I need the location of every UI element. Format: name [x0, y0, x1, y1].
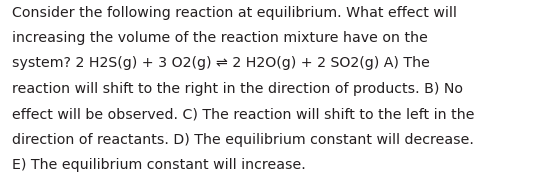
- Text: increasing the volume of the reaction mixture have on the: increasing the volume of the reaction mi…: [12, 31, 428, 45]
- Text: effect will be observed. C) The reaction will shift to the left in the: effect will be observed. C) The reaction…: [12, 107, 475, 121]
- Text: direction of reactants. D) The equilibrium constant will decrease.: direction of reactants. D) The equilibri…: [12, 133, 474, 146]
- Text: Consider the following reaction at equilibrium. What effect will: Consider the following reaction at equil…: [12, 6, 457, 20]
- Text: system? 2 H2S(g) + 3 O2(g) ⇌ 2 H2O(g) + 2 SO2(g) A) The: system? 2 H2S(g) + 3 O2(g) ⇌ 2 H2O(g) + …: [12, 56, 430, 70]
- Text: E) The equilibrium constant will increase.: E) The equilibrium constant will increas…: [12, 158, 306, 172]
- Text: reaction will shift to the right in the direction of products. B) No: reaction will shift to the right in the …: [12, 82, 463, 96]
